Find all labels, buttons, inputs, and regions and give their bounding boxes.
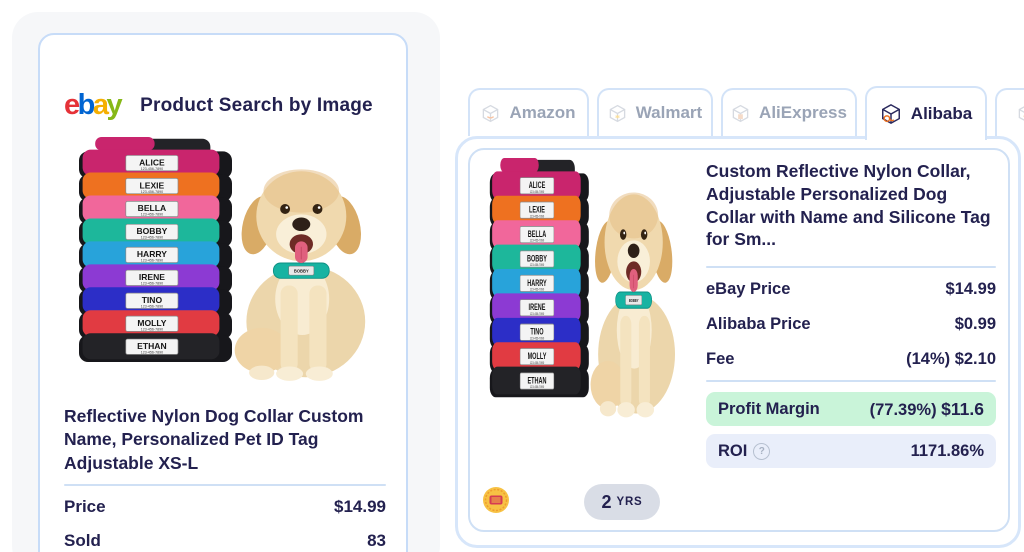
tab-amazon[interactable]: Amazon bbox=[468, 88, 589, 136]
tab-aliexpress-label: AliExpress bbox=[759, 103, 847, 122]
walmart-tab-icon bbox=[608, 104, 627, 123]
amazon-tab-icon bbox=[481, 104, 500, 123]
tab-amazon-label: Amazon bbox=[509, 103, 576, 122]
fee-label: Fee bbox=[706, 350, 735, 368]
ebay-logo: ebay bbox=[64, 89, 123, 121]
roi-help-icon[interactable]: ? bbox=[753, 442, 771, 460]
years-value: 2 bbox=[601, 491, 612, 512]
alibaba-product-title[interactable]: Custom Reflective Nylon Collar, Adjustab… bbox=[706, 161, 991, 250]
divider bbox=[64, 484, 386, 486]
tab-partial[interactable] bbox=[995, 88, 1024, 136]
ebay-sold-row: Sold 83 bbox=[64, 531, 386, 551]
ebay-product-title[interactable]: Reflective Nylon Dog Collar Custom Name,… bbox=[64, 406, 364, 473]
aliexpress-tab-icon bbox=[731, 104, 750, 123]
ebay-price-row: Price $14.99 bbox=[64, 497, 386, 517]
tab-walmart-label: Walmart bbox=[635, 103, 703, 122]
card-title: Product Search by Image bbox=[140, 94, 373, 116]
alibaba-product-image bbox=[484, 158, 682, 426]
price-value: $14.99 bbox=[334, 497, 386, 516]
alibaba-price-value: $0.99 bbox=[954, 315, 996, 333]
tab-walmart[interactable]: Walmart bbox=[597, 88, 713, 136]
roi-label: ROI bbox=[718, 441, 748, 460]
ebay-price-label: eBay Price bbox=[706, 280, 791, 298]
tab-aliexpress[interactable]: AliExpress bbox=[721, 88, 857, 136]
ebay-product-image bbox=[60, 137, 386, 389]
profit-margin-value: (77.39%) $11.6 bbox=[869, 398, 984, 419]
alibaba-tab-icon bbox=[880, 103, 902, 125]
profit-margin-label: Profit Margin bbox=[718, 399, 820, 418]
sold-label: Sold bbox=[64, 531, 101, 550]
fee-row: Fee (14%) $2.10 bbox=[706, 342, 996, 377]
price-label: Price bbox=[64, 497, 106, 516]
ebay-price-row: eBay Price $14.99 bbox=[706, 272, 996, 307]
alibaba-price-label: Alibaba Price bbox=[706, 315, 811, 333]
roi-value: 1171.86% bbox=[910, 441, 984, 460]
alibaba-price-row: Alibaba Price $0.99 bbox=[706, 307, 996, 342]
divider bbox=[706, 266, 996, 268]
fee-value: (14%) $2.10 bbox=[906, 350, 996, 368]
profit-margin-row: Profit Margin (77.39%) $11.6 bbox=[706, 392, 996, 426]
alibaba-product-card: Custom Reflective Nylon Collar, Adjustab… bbox=[468, 148, 1010, 532]
ebay-price-value: $14.99 bbox=[945, 280, 996, 298]
supplier-years-badge: 2 YRS bbox=[584, 484, 660, 520]
roi-row: ROI ? 1171.86% bbox=[706, 434, 996, 468]
ebay-product-card: ebay Product Search by Image Reflective … bbox=[38, 33, 408, 552]
tab-alibaba-label: Alibaba bbox=[910, 104, 973, 123]
ebay-card-header: ebay Product Search by Image bbox=[64, 91, 373, 120]
gold-supplier-icon bbox=[483, 487, 509, 513]
tab-alibaba[interactable]: Alibaba bbox=[865, 86, 987, 140]
years-unit: YRS bbox=[616, 496, 643, 508]
partial-tab-icon bbox=[1017, 104, 1024, 123]
sold-value: 83 bbox=[367, 531, 386, 550]
divider bbox=[706, 380, 996, 382]
